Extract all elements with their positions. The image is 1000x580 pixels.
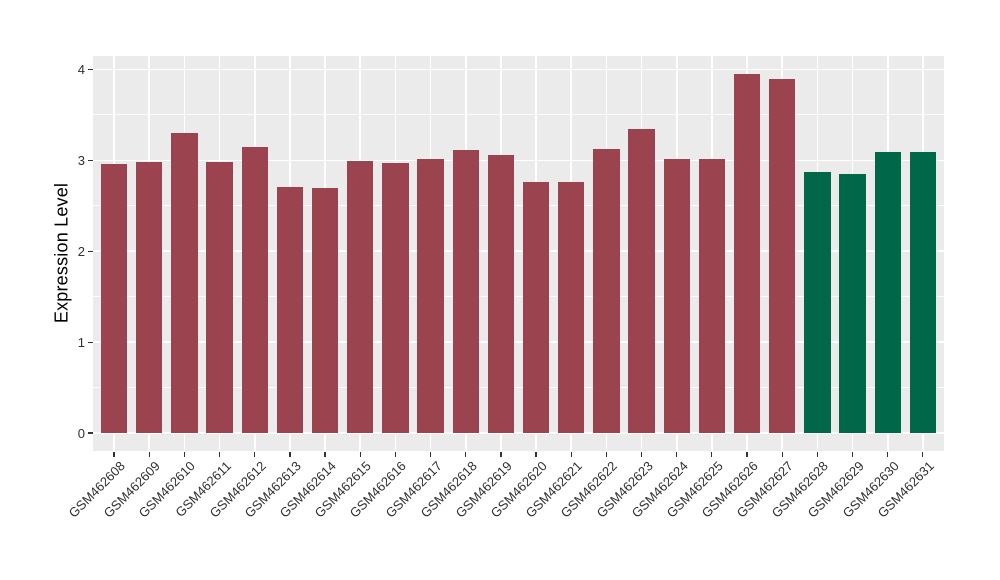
gridline-minor-y-2.5 — [93, 205, 944, 207]
x-tick-mark-GSM462629 — [851, 452, 854, 457]
bar-GSM462615 — [347, 161, 374, 434]
y-tick-mark-3 — [87, 159, 93, 161]
bar-GSM462613 — [276, 186, 304, 434]
x-tick-mark-GSM462613 — [289, 452, 291, 457]
bar-GSM462629 — [839, 173, 866, 434]
x-tick-mark-GSM462620 — [535, 452, 537, 457]
x-tick-mark-GSM462619 — [500, 452, 502, 457]
x-tick-mark-GSM462624 — [676, 452, 678, 457]
y-tick-mark-0 — [87, 432, 93, 434]
x-tick-mark-GSM462615 — [359, 452, 361, 457]
gridline-major-y-0 — [93, 432, 944, 434]
x-tick-mark-GSM462628 — [816, 452, 818, 457]
bar-GSM462614 — [311, 187, 339, 434]
bar-GSM462621 — [558, 182, 585, 434]
x-tick-mark-GSM462618 — [465, 452, 467, 457]
y-tick-mark-2 — [87, 250, 93, 252]
x-tick-mark-GSM462612 — [254, 452, 256, 457]
y-tick-label-4: 4 — [77, 61, 85, 77]
x-tick-mark-GSM462622 — [605, 452, 607, 457]
bar-GSM462609 — [136, 162, 163, 434]
bar-GSM462610 — [171, 133, 198, 434]
y-tick-label-3: 3 — [77, 152, 85, 168]
bar-GSM462627 — [769, 78, 796, 434]
bar-GSM462608 — [100, 163, 128, 434]
x-tick-mark-GSM462608 — [113, 452, 115, 457]
gridline-major-y-3 — [93, 159, 944, 162]
x-tick-mark-GSM462623 — [640, 452, 643, 457]
bar-GSM462624 — [663, 158, 690, 434]
x-tick-mark-GSM462621 — [570, 452, 572, 457]
plot-panel — [93, 56, 944, 451]
bar-GSM462617 — [417, 158, 444, 434]
bar-GSM462618 — [452, 150, 479, 434]
x-tick-mark-GSM462631 — [922, 452, 924, 457]
bar-GSM462626 — [733, 73, 761, 434]
bar-GSM462628 — [804, 172, 831, 434]
x-tick-mark-GSM462610 — [183, 452, 186, 457]
bar-GSM462620 — [522, 182, 550, 434]
x-tick-mark-GSM462630 — [887, 452, 889, 457]
gridline-minor-y-1.5 — [93, 296, 944, 298]
gridline-major-y-1 — [93, 341, 944, 343]
x-tick-mark-GSM462617 — [429, 452, 432, 457]
bar-GSM462630 — [874, 152, 901, 434]
gridline-major-y-2 — [93, 250, 944, 253]
y-tick-label-0: 0 — [77, 425, 85, 441]
x-tick-mark-GSM462627 — [781, 452, 783, 457]
x-tick-mark-GSM462609 — [148, 452, 150, 457]
bar-GSM462611 — [206, 162, 233, 434]
gridline-major-y-4 — [93, 68, 944, 71]
bar-GSM462625 — [698, 158, 726, 434]
x-tick-mark-GSM462611 — [218, 452, 221, 457]
gridline-minor-y-0.5 — [93, 387, 944, 389]
bar-GSM462616 — [382, 163, 409, 434]
bar-GSM462631 — [909, 152, 937, 434]
bar-GSM462612 — [241, 146, 268, 434]
bar-GSM462619 — [487, 154, 515, 434]
y-tick-mark-1 — [87, 341, 93, 343]
bar-GSM462622 — [593, 148, 620, 434]
x-tick-mark-GSM462614 — [324, 452, 326, 457]
y-tick-mark-4 — [87, 68, 93, 70]
x-tick-mark-GSM462616 — [394, 452, 396, 457]
x-tick-mark-GSM462626 — [746, 452, 748, 457]
y-tick-label-2: 2 — [77, 243, 85, 259]
y-tick-label-1: 1 — [77, 334, 85, 350]
gridline-minor-y-3.5 — [93, 114, 944, 116]
bar-GSM462623 — [628, 128, 655, 434]
x-tick-mark-GSM462625 — [711, 452, 713, 457]
